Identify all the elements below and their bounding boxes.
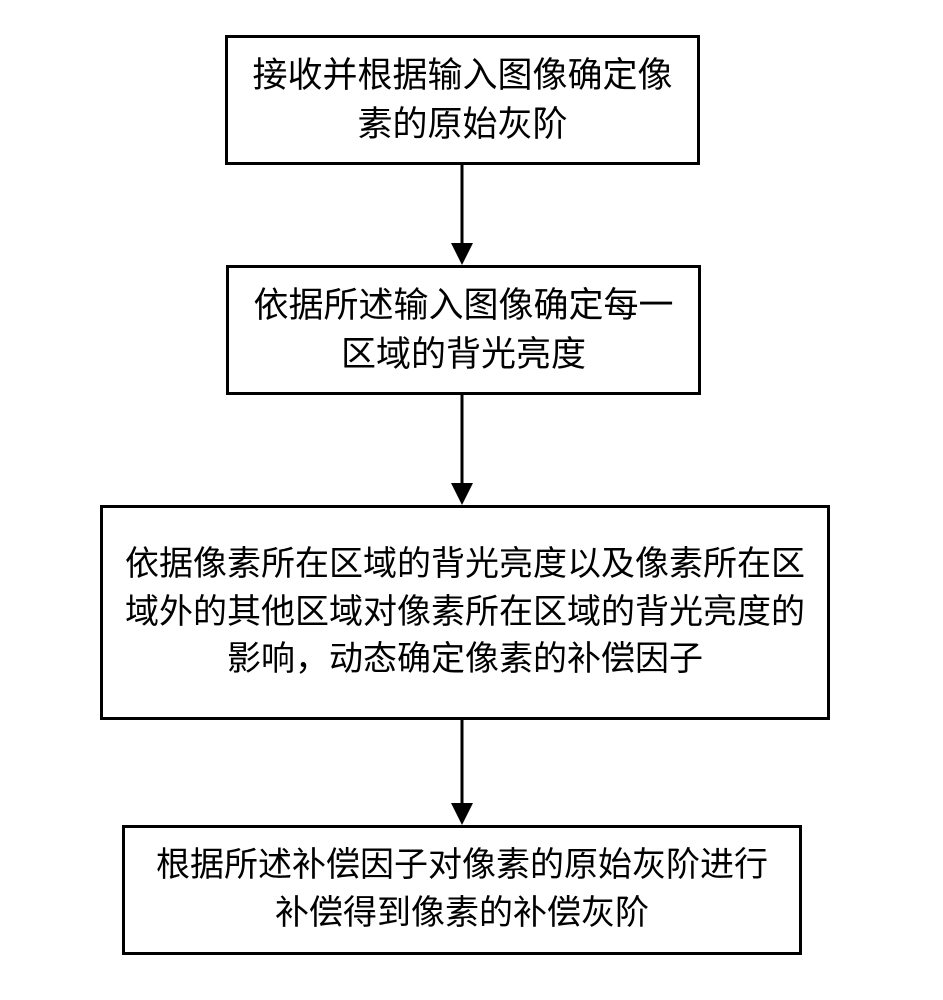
flowchart-step-3: 依据像素所在区域的背光亮度以及像素所在区域外的其他区域对像素所在区域的背光亮度的… [100,505,830,720]
flowchart-step-1: 接收并根据输入图像确定像素的原始灰阶 [225,35,700,165]
step-1-text: 接收并根据输入图像确定像素的原始灰阶 [248,51,677,149]
arrow-line [461,395,464,485]
flowchart-container: 接收并根据输入图像确定像素的原始灰阶 依据所述输入图像确定每一区域的背光亮度 依… [0,0,943,1000]
arrow-head [451,243,473,265]
step-4-text: 根据所述补偿因子对像素的原始灰阶进行补偿得到像素的补偿灰阶 [145,842,779,937]
arrow-line [461,720,464,805]
arrow-line [461,165,464,245]
flowchart-step-2: 依据所述输入图像确定每一区域的背光亮度 [226,265,701,395]
step-2-text: 依据所述输入图像确定每一区域的背光亮度 [249,281,678,379]
flowchart-step-4: 根据所述补偿因子对像素的原始灰阶进行补偿得到像素的补偿灰阶 [122,825,802,955]
arrow-head [451,803,473,825]
step-3-text: 依据像素所在区域的背光亮度以及像素所在区域外的其他区域对像素所在区域的背光亮度的… [123,541,807,684]
arrow-head [451,483,473,505]
